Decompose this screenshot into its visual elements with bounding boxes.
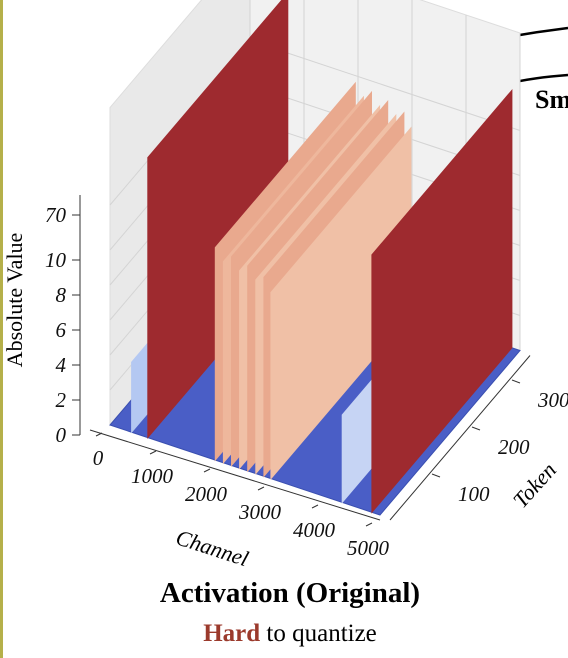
- x-tick-label: 5000: [347, 536, 390, 560]
- subtitle-emphasis: Hard: [203, 620, 260, 647]
- x-tick: [203, 468, 211, 473]
- z-tick-label: 0: [56, 423, 67, 447]
- activation-wall: [371, 88, 513, 514]
- z-tick-label: 4: [56, 353, 67, 377]
- z-tick-label: 2: [56, 388, 67, 412]
- y-tick: [431, 473, 441, 478]
- y-tick: [471, 426, 481, 431]
- x-tick-label: 1000: [131, 464, 174, 488]
- y-tick-label: 100: [458, 482, 490, 506]
- activation-wall: [270, 126, 412, 480]
- x-tick-label: 0: [93, 446, 104, 470]
- z-tick-label: 8: [56, 283, 67, 307]
- y-tick-label: 300: [537, 388, 568, 412]
- x-tick-label: 2000: [185, 482, 228, 506]
- plot-3d: 0 2 4 6 8 10 70 0 1000 2000 3000 4000 5000 100 200 300: [45, 0, 568, 560]
- y-tick: [511, 379, 521, 384]
- chart-title: Activation (Original): [160, 577, 420, 609]
- subtitle-text: to quantize: [266, 620, 376, 647]
- x-tick: [149, 450, 157, 455]
- y-tick-label: 200: [498, 435, 530, 459]
- z-tick-label: 70: [45, 203, 67, 227]
- x-tick-label: 3000: [238, 500, 282, 524]
- y-axis: [389, 355, 531, 521]
- x-axis-label: Channel: [173, 524, 252, 571]
- z-axis-label: Absolute Value: [2, 233, 27, 368]
- z-tick-label: 10: [45, 248, 67, 272]
- left-border: [0, 0, 3, 658]
- x-tick: [257, 486, 265, 491]
- x-tick: [95, 432, 103, 437]
- chart-subtitle: Hard to quantize: [203, 620, 377, 647]
- x-tick: [311, 504, 319, 509]
- x-tick: [365, 522, 373, 527]
- x-tick-label: 4000: [293, 518, 336, 542]
- side-text: Sm: [535, 85, 568, 114]
- x-axis: [89, 429, 381, 521]
- y-axis-label: Token: [508, 457, 561, 512]
- z-tick-label: 6: [56, 318, 67, 342]
